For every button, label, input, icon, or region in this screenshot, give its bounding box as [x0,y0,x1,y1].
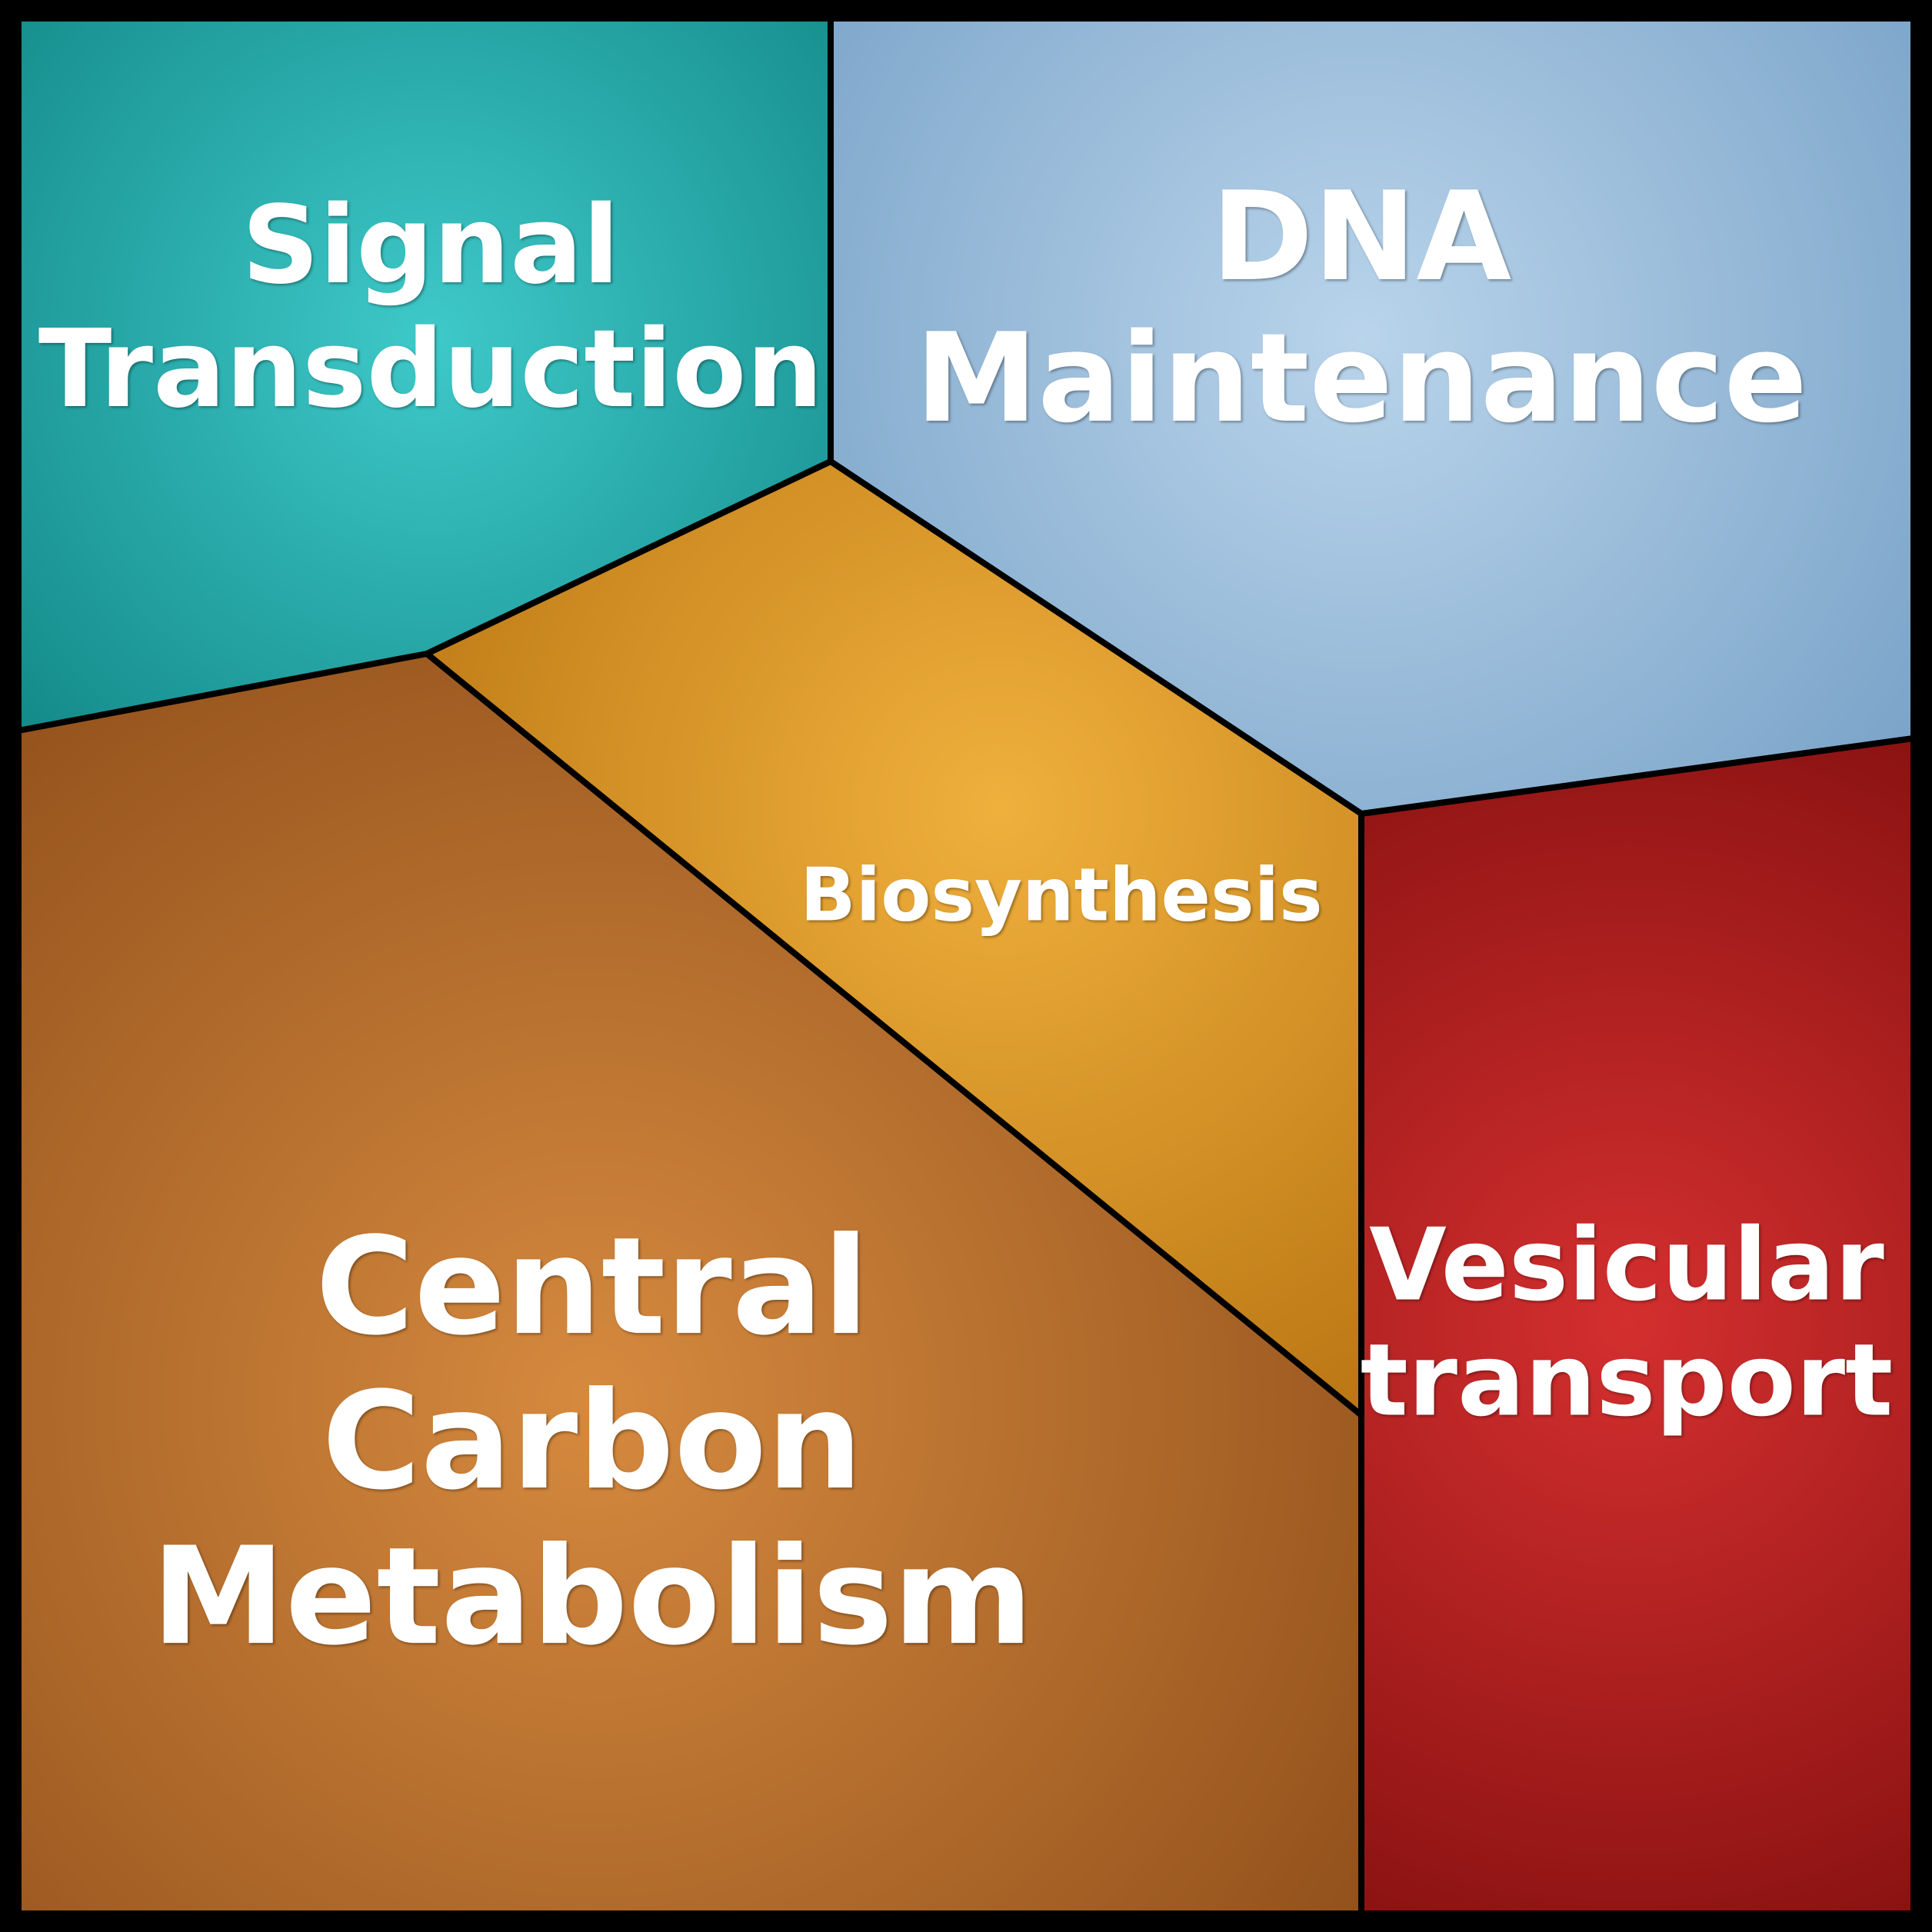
voronoi-diagram: Signal TransductionDNA MaintenanceBiosyn… [0,0,1932,1932]
diagram-svg [0,0,1932,1932]
region-vesicular-transport [1361,738,1914,1914]
